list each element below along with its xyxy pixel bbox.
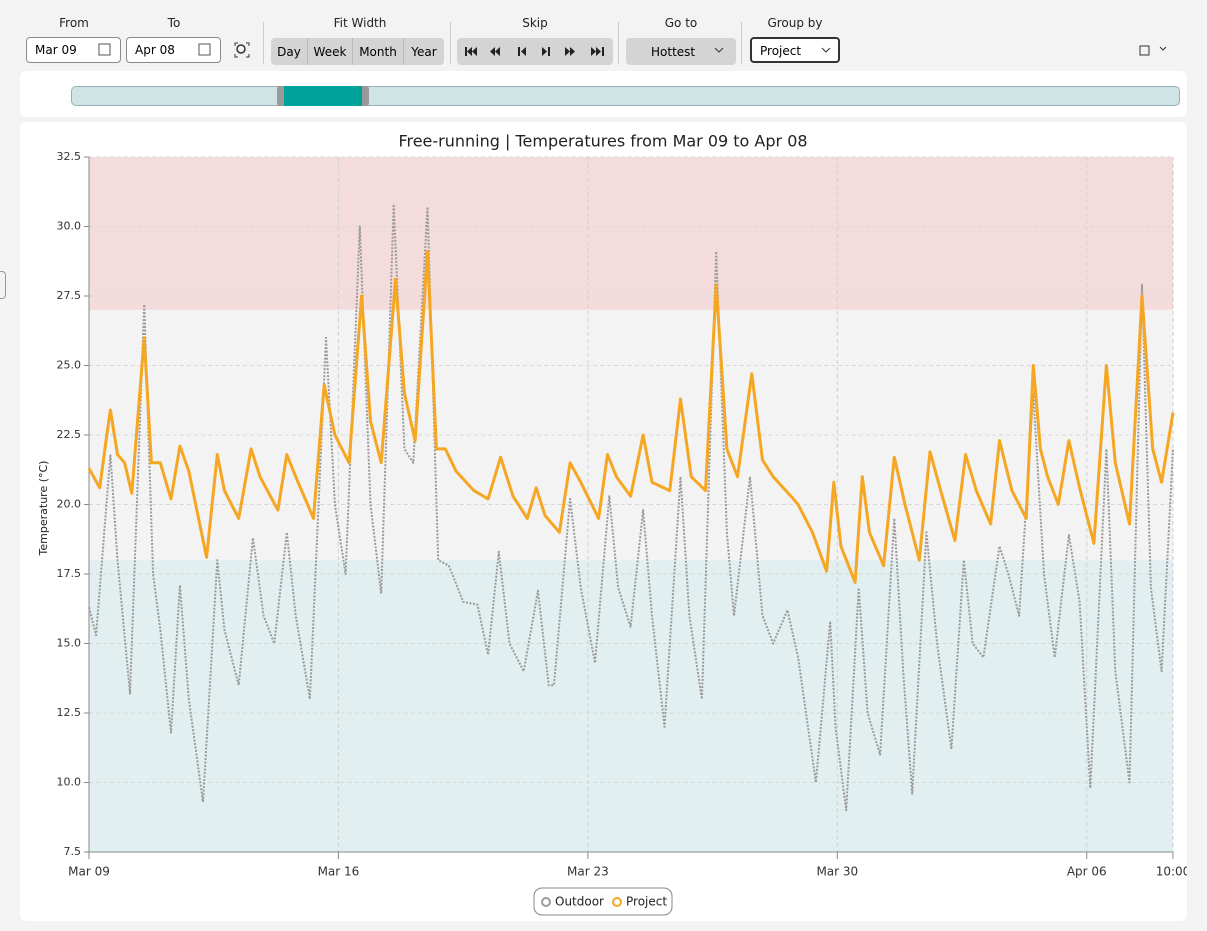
y-tick-label: 17.5 <box>57 567 82 580</box>
separator <box>618 22 619 64</box>
chart: Free-running | Temperatures from Mar 09 … <box>20 122 1187 921</box>
dropdown-arrows <box>714 45 1167 56</box>
calendar-icons <box>98 43 211 56</box>
goto-select[interactable]: Hottest <box>626 38 736 65</box>
chart-title: Free-running | Temperatures from Mar 09 … <box>398 132 807 151</box>
y-tick-label: 27.5 <box>57 289 82 302</box>
skip-buttons[interactable] <box>457 38 613 65</box>
goto-value: Hottest <box>651 44 696 59</box>
goto-label: Go to <box>664 16 698 30</box>
legend-label: Project <box>626 895 667 909</box>
x-tick-label: Apr 06 <box>1067 865 1107 879</box>
range-track[interactable] <box>71 86 1180 106</box>
separator <box>263 22 264 64</box>
separator <box>741 22 742 64</box>
x-tick-label: Mar 30 <box>816 865 858 879</box>
side-tab[interactable] <box>0 271 6 299</box>
y-tick-label: 10.0 <box>57 776 82 789</box>
skip-label: Skip <box>522 16 548 30</box>
threshold-band <box>89 560 1173 852</box>
legend-marker <box>612 897 622 907</box>
y-tick-label: 12.5 <box>57 706 82 719</box>
month-button[interactable]: Month <box>353 38 404 65</box>
line-outdoor <box>88 203 1174 812</box>
fit-width[interactable]: Fit Width <box>333 16 387 30</box>
zoom-icon[interactable] <box>234 42 250 58</box>
y-tick-label: 15.0 <box>57 637 82 650</box>
to-label: To <box>167 16 181 30</box>
to-value: Apr 08 <box>135 43 175 57</box>
legend-marker <box>541 897 551 907</box>
x-tick-label: Mar 16 <box>318 865 360 879</box>
legend <box>533 887 673 916</box>
group-value: Project <box>760 44 802 58</box>
threshold-band <box>89 157 1173 310</box>
x-tick-label: Mar 09 <box>68 865 110 879</box>
from-date[interactable]: Mar 09 <box>26 37 121 63</box>
y-tick-label: 22.5 <box>57 428 82 441</box>
y-axis-label: Temperature (°C) <box>37 461 50 557</box>
y-tick-label: 32.5 <box>57 150 82 163</box>
week-button[interactable]: Week <box>308 38 353 65</box>
from-label: From <box>59 16 89 30</box>
year-button[interactable]: Year <box>404 38 444 65</box>
x-tick-label: 10:00 <box>1156 865 1187 879</box>
group-select[interactable]: Project <box>750 37 840 63</box>
group-label: Group by <box>767 16 823 30</box>
from-value: Mar 09 <box>35 43 77 57</box>
y-tick-label: 20.0 <box>57 498 82 511</box>
y-tick-label: 30.0 <box>57 220 82 233</box>
x-tick-label: Mar 23 <box>567 865 609 879</box>
line-project <box>87 250 1175 584</box>
range-thumb[interactable] <box>277 86 369 106</box>
to-date[interactable]: Apr 08 <box>126 37 221 63</box>
y-tick-label: 7.5 <box>64 845 82 858</box>
y-tick-label: 25.0 <box>57 359 82 372</box>
legend-label: Outdoor <box>555 895 604 909</box>
day-button[interactable]: Day <box>271 38 308 65</box>
separator <box>450 22 451 64</box>
